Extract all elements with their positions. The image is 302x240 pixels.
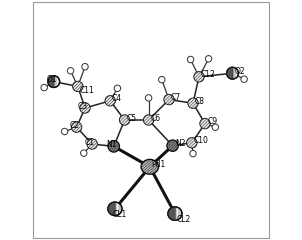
Text: C10: C10 <box>194 137 209 145</box>
Polygon shape <box>108 202 115 216</box>
Circle shape <box>67 68 74 74</box>
Text: O2: O2 <box>235 67 246 76</box>
Text: C5: C5 <box>127 114 137 123</box>
Circle shape <box>190 150 196 157</box>
Circle shape <box>159 77 165 83</box>
Polygon shape <box>168 207 175 220</box>
Circle shape <box>61 128 68 135</box>
Text: C7: C7 <box>171 93 181 102</box>
Circle shape <box>187 56 194 63</box>
Text: C1: C1 <box>85 138 95 147</box>
Circle shape <box>41 84 47 91</box>
Text: C2: C2 <box>69 121 79 130</box>
Text: C3: C3 <box>78 102 88 111</box>
Ellipse shape <box>164 94 174 105</box>
Text: CL1: CL1 <box>113 210 127 219</box>
Ellipse shape <box>105 96 115 106</box>
Ellipse shape <box>119 115 130 125</box>
Circle shape <box>212 124 219 130</box>
Ellipse shape <box>188 98 198 108</box>
Ellipse shape <box>143 115 154 125</box>
Text: Pd1: Pd1 <box>152 161 166 169</box>
Circle shape <box>81 150 87 156</box>
Ellipse shape <box>87 139 98 149</box>
Ellipse shape <box>80 103 90 113</box>
Ellipse shape <box>187 138 197 148</box>
Ellipse shape <box>108 202 122 216</box>
Text: N2: N2 <box>175 139 185 148</box>
Circle shape <box>114 85 120 91</box>
Ellipse shape <box>167 140 178 151</box>
Text: C12: C12 <box>201 70 216 78</box>
Ellipse shape <box>108 141 120 152</box>
Circle shape <box>145 95 152 101</box>
Ellipse shape <box>48 76 60 88</box>
Ellipse shape <box>141 159 159 174</box>
Circle shape <box>82 64 88 70</box>
Ellipse shape <box>72 81 83 92</box>
Ellipse shape <box>200 118 210 129</box>
Text: CL2: CL2 <box>176 215 191 224</box>
Text: N1: N1 <box>106 140 117 149</box>
Ellipse shape <box>71 122 82 132</box>
Text: C9: C9 <box>207 117 217 126</box>
Ellipse shape <box>227 67 239 79</box>
Circle shape <box>205 56 212 62</box>
Text: C4: C4 <box>112 95 122 103</box>
Polygon shape <box>48 76 54 88</box>
Text: O1: O1 <box>47 75 57 84</box>
Circle shape <box>241 76 247 82</box>
Text: C6: C6 <box>150 114 161 123</box>
Ellipse shape <box>194 72 204 82</box>
Polygon shape <box>227 67 233 79</box>
Text: C8: C8 <box>195 97 205 106</box>
Text: C11: C11 <box>80 86 95 95</box>
Ellipse shape <box>168 207 182 220</box>
